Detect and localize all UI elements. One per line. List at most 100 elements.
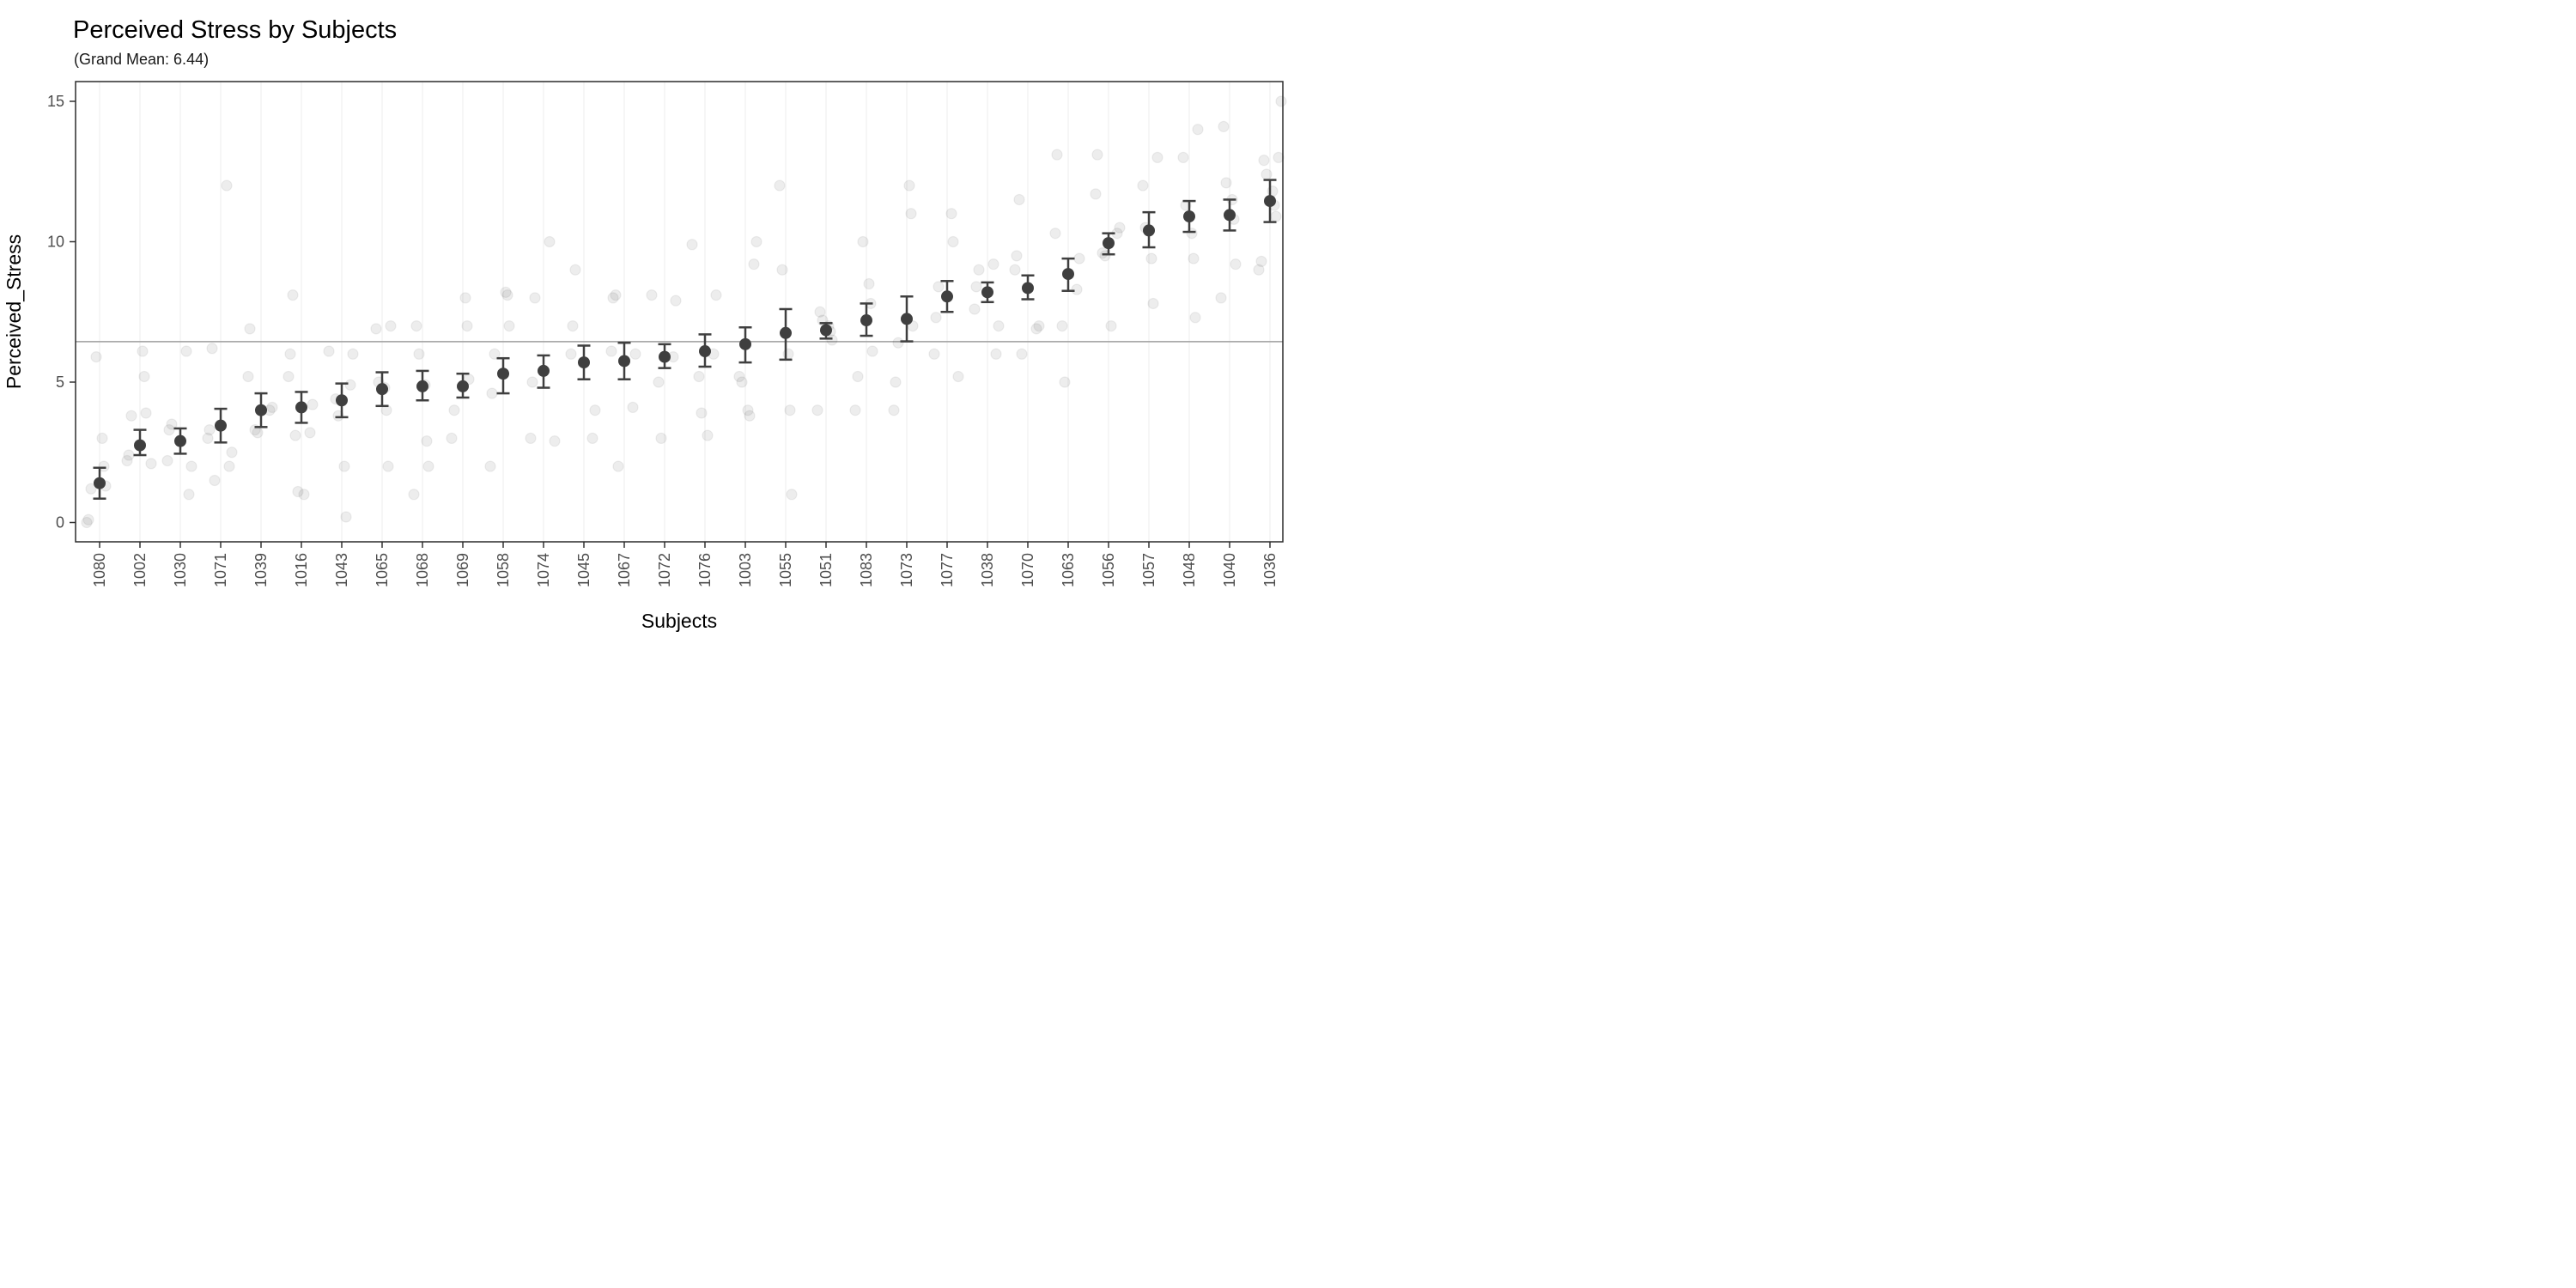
jitter-point [1091,149,1103,161]
x-axis-title: Subjects [641,610,717,632]
jitter-point [266,401,278,414]
jitter-point [1189,312,1201,324]
mean-dot [780,326,792,339]
jitter-point [686,239,698,251]
jitter-point [990,348,1002,360]
jitter-point [903,179,915,191]
jitter-point [459,292,471,304]
x-tick-label: 1055 [777,553,794,587]
jitter-point [612,460,624,472]
chart-title: Perceived Stress by Subjects [73,16,397,44]
jitter-point [1030,323,1042,335]
jitter-point [549,435,561,447]
x-tick-label: 1036 [1261,553,1279,587]
jitter-point [952,370,964,383]
jitter-point [123,449,135,461]
jitter-point [137,345,149,357]
mean-dot [295,401,307,414]
mean-dot [981,286,993,299]
x-tick-label: 1045 [575,553,592,587]
jitter-point [1011,250,1023,262]
jitter-point [670,295,682,307]
error-bars-layer [93,179,1277,500]
jitter-point [776,264,788,276]
axes-layer: 0 5 10 15 1080 1002 1030 1071 1039 1016 1043 1065 10… [47,93,1279,587]
jitter-point [90,350,102,363]
jitter-point [204,423,216,436]
jitter-point [774,179,786,191]
jitter-point [242,370,254,383]
jitter-point [1270,210,1282,222]
mean-dot [1224,209,1236,222]
jitter-point [1114,222,1126,234]
jitter-point [1151,151,1163,164]
jitter-point [298,489,310,501]
x-tick-label: 1080 [91,553,108,587]
jitter-point [1056,319,1068,332]
jitter-point [206,343,218,355]
panel-border [75,81,1284,543]
jitter-point [969,303,981,315]
jitter-point [408,489,420,501]
jitter-point [422,460,434,472]
jitter-point [1253,264,1265,276]
jitter-point [138,370,150,383]
jitter-point [344,379,356,391]
jitter-point [1147,297,1159,310]
jitter-point [1097,246,1109,259]
mean-dot [1264,195,1276,208]
jitter-point [905,208,917,220]
x-tick-label: 1063 [1060,553,1077,587]
jitter-point [930,312,942,324]
jitter-point [347,348,359,360]
y-tick-label: 5 [56,374,64,391]
jitter-point [304,427,316,439]
jitter-point [748,258,760,270]
jitter-point [702,429,714,441]
jitter-point [744,410,756,422]
mean-dots-layer [94,195,1276,489]
jitter-point [1230,258,1242,270]
jitter-point [385,319,397,332]
jitter-point [1049,228,1061,240]
jitter-point [501,289,513,301]
x-tick-label: 1067 [616,553,633,587]
jitter-point [945,208,957,220]
jitter-point [693,370,705,383]
x-tick-label: 1038 [979,553,996,587]
x-tick-label: 1076 [696,553,714,587]
mean-dot [659,350,671,363]
jitter-point [461,319,473,332]
x-tick-label: 1016 [293,553,310,587]
jitter-point [814,306,826,318]
jitter-point [605,345,617,357]
jitter-point [849,404,861,416]
jitter-point [244,323,256,335]
jitter-point [1016,348,1028,360]
jitter-point [973,264,985,276]
x-tick-label: 1003 [737,553,754,587]
jitter-point [696,407,708,419]
jitter-point [1220,177,1232,189]
x-tick-label: 1040 [1221,553,1238,587]
jitter-point [287,289,299,301]
jitter-point [166,418,178,430]
mean-dot [1103,237,1115,250]
jitter-point [890,376,902,388]
jitter-point [382,460,394,472]
mean-dot [1143,224,1155,237]
jitter-point [283,370,295,383]
jitter-point [503,319,515,332]
jitter-point [1059,376,1071,388]
jitter-point [888,404,900,416]
jitter-point [183,489,195,501]
mean-dot [134,439,146,452]
jitter-point [567,319,579,332]
jitter-point [784,404,796,416]
jitter-point [1090,188,1102,200]
jitter-point [529,292,541,304]
jitter-point [85,483,97,495]
mean-dot [1062,268,1074,281]
jitter-point [928,348,940,360]
x-tick-label: 1073 [898,553,915,587]
